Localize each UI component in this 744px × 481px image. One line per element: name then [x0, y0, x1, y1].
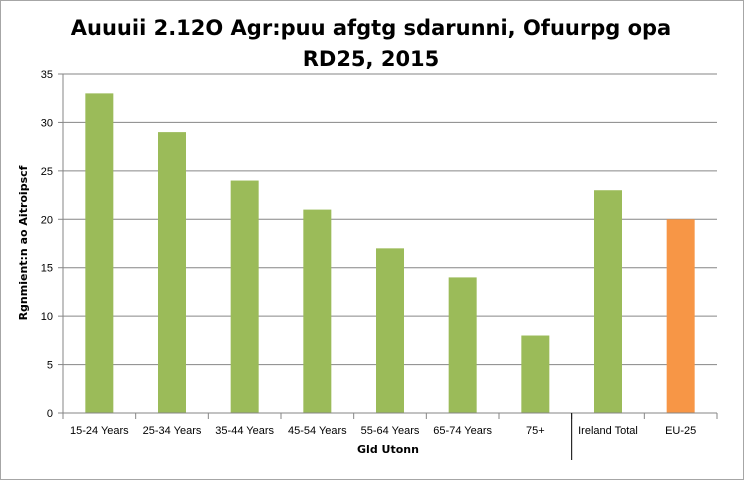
bar-eu-25	[666, 219, 695, 413]
x-axis-title: Gld Utonn	[357, 443, 419, 456]
y-tick-label: 35	[41, 69, 53, 81]
x-tick-label: 35-44 Years	[215, 425, 274, 437]
y-tick-label: 30	[41, 117, 53, 129]
x-tick-labels: 15-24 Years 25-34 Years 35-44 Years 45-54 Y…	[70, 425, 696, 437]
y-tick-label: 20	[41, 214, 53, 226]
y-tick-labels: 0 5 10 15 20 25 30 35	[41, 69, 53, 420]
bar-75-	[521, 335, 550, 413]
bar-35-44-years	[230, 180, 259, 413]
y-tick-label: 25	[41, 166, 53, 178]
bar-55-64-years	[376, 248, 404, 413]
y-tick-label: 10	[41, 311, 53, 323]
x-tick-label: 45-54 Years	[288, 425, 347, 437]
bar-ireland-total	[594, 190, 622, 413]
x-tick-label: Ireland Total	[578, 425, 638, 437]
x-tick-label: 65-74 Years	[433, 425, 492, 437]
bar-25-34-years	[158, 132, 186, 413]
bar-15-24-years	[85, 93, 114, 413]
x-tick-label: 55-64 Years	[361, 425, 420, 437]
x-tick-label: 15-24 Years	[70, 425, 129, 437]
axes	[58, 73, 718, 460]
x-tick-label: 25-34 Years	[143, 425, 202, 437]
chart-title: Auuuii 2.12O Agr:puu afgtg sdarunni, Ofu…	[70, 16, 672, 71]
bar-65-74-years	[448, 277, 477, 413]
bar-45-54-years	[303, 209, 332, 413]
bar-series	[85, 93, 695, 413]
y-axis-title: Rgnmient:n ao Aitroipscf	[17, 165, 30, 320]
x-tick-label: 75+	[526, 425, 545, 437]
x-tick-label: EU-25	[665, 425, 696, 437]
y-tick-label: 15	[41, 263, 53, 275]
y-tick-label: 5	[47, 360, 53, 372]
y-tick-label: 0	[47, 408, 53, 420]
